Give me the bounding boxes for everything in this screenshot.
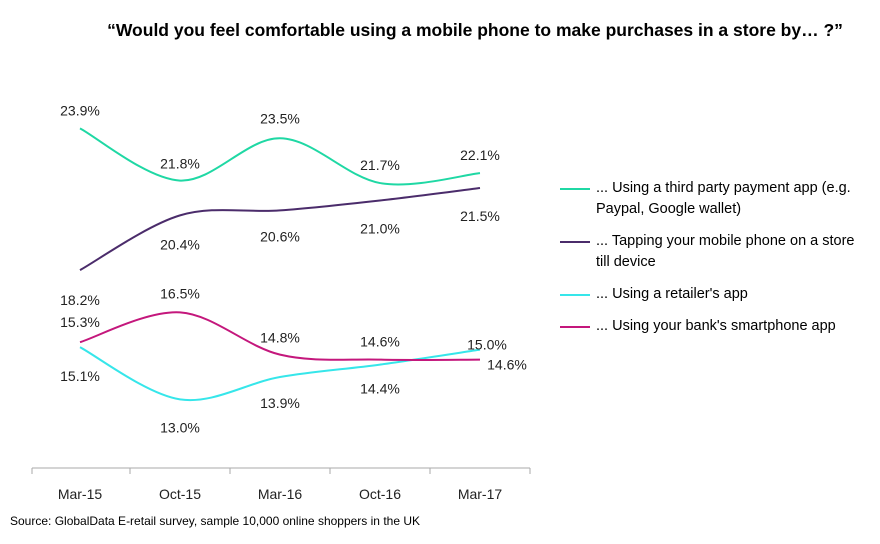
legend-label: ... Using a retailer's app bbox=[596, 286, 748, 302]
legend-label: ... Tapping your mobile phone on a store… bbox=[596, 233, 855, 270]
x-tick-label: Mar-16 bbox=[258, 486, 303, 502]
data-label: 21.7% bbox=[360, 157, 400, 173]
legend-item: ... Using a third party payment app (e.g… bbox=[560, 178, 860, 220]
data-label: 15.0% bbox=[467, 337, 507, 353]
data-label: 22.1% bbox=[460, 147, 500, 163]
series-line bbox=[79, 187, 481, 271]
data-label: 21.8% bbox=[160, 156, 200, 172]
data-label: 16.5% bbox=[160, 285, 200, 301]
series-line bbox=[79, 127, 481, 186]
data-label: 21.0% bbox=[360, 220, 400, 236]
x-tick-label: Mar-15 bbox=[58, 486, 103, 502]
x-tick-label: Oct-15 bbox=[159, 486, 201, 502]
legend-swatch bbox=[560, 241, 590, 243]
x-tick-label: Oct-16 bbox=[359, 486, 401, 502]
data-label: 21.5% bbox=[460, 208, 500, 224]
data-label: 15.1% bbox=[60, 368, 100, 384]
chart-legend: ... Using a third party payment app (e.g… bbox=[560, 178, 860, 348]
legend-item: ... Using a retailer's app bbox=[560, 284, 860, 305]
data-label: 23.5% bbox=[260, 110, 300, 126]
data-label: 14.6% bbox=[360, 334, 400, 350]
legend-swatch bbox=[560, 188, 590, 190]
data-label: 23.9% bbox=[60, 102, 100, 118]
data-label: 14.4% bbox=[360, 381, 400, 397]
legend-swatch bbox=[560, 294, 590, 296]
data-label: 14.8% bbox=[260, 330, 300, 346]
data-label: 20.6% bbox=[260, 228, 300, 244]
legend-item: ... Tapping your mobile phone on a store… bbox=[560, 231, 860, 273]
x-tick-label: Mar-17 bbox=[458, 486, 503, 502]
data-label: 13.0% bbox=[160, 419, 200, 435]
chart-title: “Would you feel comfortable using a mobi… bbox=[107, 20, 843, 40]
legend-label: ... Using your bank's smartphone app bbox=[596, 318, 836, 334]
data-label: 13.9% bbox=[260, 395, 300, 411]
source-note: Source: GlobalData E-retail survey, samp… bbox=[10, 514, 420, 528]
legend-label: ... Using a third party payment app (e.g… bbox=[596, 180, 851, 217]
data-label: 18.2% bbox=[60, 292, 100, 308]
legend-item: ... Using your bank's smartphone app bbox=[560, 316, 860, 337]
data-label: 15.3% bbox=[60, 314, 100, 330]
data-label: 14.6% bbox=[487, 357, 527, 373]
series-line bbox=[79, 311, 481, 361]
legend-swatch bbox=[560, 326, 590, 328]
data-label: 20.4% bbox=[160, 236, 200, 252]
